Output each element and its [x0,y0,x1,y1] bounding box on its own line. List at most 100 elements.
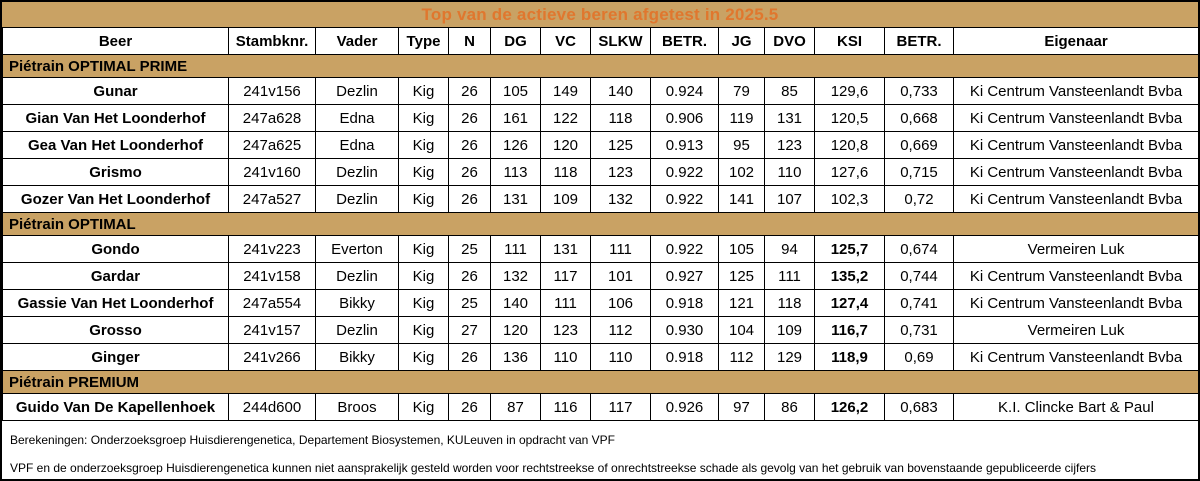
section-row: Piétrain OPTIMAL PRIME [2,54,1198,78]
beer-name-cell: Guido Van De Kapellenhoek [2,393,229,421]
data-cell: 131 [490,185,541,213]
data-cell: 120 [490,316,541,344]
data-cell: 132 [490,262,541,290]
data-cell: 0.913 [650,131,719,159]
data-cell: 26 [448,158,491,186]
data-cell: 0.922 [650,185,719,213]
beer-name-cell: Ginger [2,343,229,371]
data-cell: 149 [540,77,591,105]
data-cell: 97 [718,393,765,421]
data-cell: 120 [540,131,591,159]
results-table: Beer Stambknr. Vader Type N DG VC SLKW BETR. JG DV… [2,27,1198,421]
data-cell: 102 [718,158,765,186]
column-header: Type [398,27,449,55]
column-header: VC [540,27,591,55]
data-cell: Everton [315,235,399,263]
data-cell: 140 [490,289,541,317]
data-cell: 87 [490,393,541,421]
data-cell: 136 [490,343,541,371]
data-cell: 112 [718,343,765,371]
data-cell: 0,669 [884,131,954,159]
data-cell: 123 [764,131,815,159]
page-title: Top van de actieve beren afgetest in 202… [421,4,779,24]
section-row: Piétrain PREMIUM [2,370,1198,394]
data-cell: 105 [490,77,541,105]
column-header: DVO [764,27,815,55]
data-cell: 79 [718,77,765,105]
data-cell: 129 [764,343,815,371]
data-cell: 112 [590,316,651,344]
beer-name-cell: Grismo [2,158,229,186]
data-cell: 119 [718,104,765,132]
data-cell: 131 [540,235,591,263]
column-header: JG [718,27,765,55]
data-cell: 111 [540,289,591,317]
beer-name-cell: Gian Van Het Loonderhof [2,104,229,132]
data-cell: 0,69 [884,343,954,371]
data-cell: Ki Centrum Vansteenlandt Bvba [953,104,1198,132]
data-cell: Kig [398,316,449,344]
table-row: Gassie Van Het Loonderhof 247a554 Bikky Kig… [2,289,1198,317]
section-title: Piétrain OPTIMAL [2,212,1198,236]
data-cell: Vermeiren Luk [953,316,1198,344]
data-cell: 127,6 [814,158,885,186]
data-cell: 86 [764,393,815,421]
data-cell: 95 [718,131,765,159]
column-header: Beer [2,27,229,55]
data-cell: 105 [718,235,765,263]
column-header: SLKW [590,27,651,55]
table-row: Gondo 241v223 Everton Kig 25 111 131 111 0.922 10… [2,235,1198,263]
data-cell: 118 [764,289,815,317]
data-cell: 0,683 [884,393,954,421]
data-cell: Dezlin [315,158,399,186]
data-cell: 247a527 [228,185,316,213]
data-cell: 0.930 [650,316,719,344]
data-cell: Dezlin [315,77,399,105]
data-cell: 241v158 [228,262,316,290]
data-cell: 113 [490,158,541,186]
ksi-cell: 127,4 [814,289,885,317]
column-header: DG [490,27,541,55]
data-cell: 0.927 [650,262,719,290]
section-row: Piétrain OPTIMAL [2,212,1198,236]
data-cell: 161 [490,104,541,132]
data-cell: Edna [315,131,399,159]
data-cell: 141 [718,185,765,213]
data-cell: Kig [398,289,449,317]
beer-name-cell: Gondo [2,235,229,263]
ksi-cell: 125,7 [814,235,885,263]
data-cell: 247a554 [228,289,316,317]
data-cell: 116 [540,393,591,421]
data-cell: 0.924 [650,77,719,105]
data-cell: Kig [398,158,449,186]
column-header: N [448,27,491,55]
data-cell: 110 [764,158,815,186]
data-cell: 26 [448,185,491,213]
data-cell: 0,72 [884,185,954,213]
data-cell: 125 [590,131,651,159]
data-cell: Dezlin [315,185,399,213]
data-cell: 26 [448,77,491,105]
data-cell: 94 [764,235,815,263]
table-row: Gian Van Het Loonderhof 247a628 Edna Kig 26 1… [2,104,1198,132]
data-cell: 111 [590,235,651,263]
data-cell: Kig [398,393,449,421]
data-cell: 26 [448,343,491,371]
beer-name-cell: Grosso [2,316,229,344]
data-cell: 118 [590,104,651,132]
footer-disclaimer-note: VPF en de onderzoeksgroep Huisdierengene… [10,461,1096,475]
data-cell: Kig [398,262,449,290]
table-body: Piétrain OPTIMAL PRIME Gunar 241v156 Dezlin… [2,54,1198,421]
beer-name-cell: Gozer Van Het Loonderhof [2,185,229,213]
data-cell: 140 [590,77,651,105]
data-cell: Ki Centrum Vansteenlandt Bvba [953,77,1198,105]
data-cell: 26 [448,104,491,132]
data-cell: 111 [764,262,815,290]
data-cell: Dezlin [315,262,399,290]
data-cell: 118 [540,158,591,186]
data-cell: Ki Centrum Vansteenlandt Bvba [953,185,1198,213]
data-cell: Ki Centrum Vansteenlandt Bvba [953,289,1198,317]
data-cell: 110 [540,343,591,371]
data-cell: 0.926 [650,393,719,421]
data-cell: 27 [448,316,491,344]
